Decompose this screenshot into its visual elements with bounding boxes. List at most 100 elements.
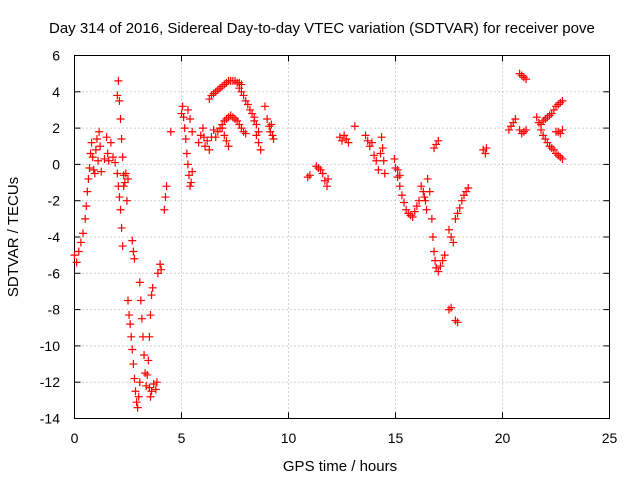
data-point <box>431 256 440 265</box>
y-tick-label: 0 <box>52 156 60 172</box>
data-point <box>235 84 244 93</box>
data-point <box>305 171 314 180</box>
data-point <box>231 115 239 124</box>
data-point <box>312 162 321 171</box>
data-point <box>543 138 552 147</box>
data-point <box>237 124 246 133</box>
data-point <box>268 131 277 140</box>
data-point <box>160 205 169 214</box>
data-point <box>124 296 132 305</box>
data-point <box>94 156 103 165</box>
data-point <box>445 305 453 314</box>
data-point <box>100 154 109 163</box>
data-point <box>335 133 344 142</box>
y-tick-label: 6 <box>52 48 60 64</box>
data-point <box>82 202 91 211</box>
data-point <box>440 251 449 260</box>
data-point <box>549 105 558 114</box>
y-tick-label: 2 <box>52 120 60 136</box>
data-point <box>365 142 374 151</box>
data-point <box>211 87 220 96</box>
data-point <box>144 356 153 365</box>
data-point <box>367 138 376 147</box>
y-tick-label: -8 <box>48 302 61 318</box>
data-point <box>537 120 546 129</box>
data-point <box>85 164 94 173</box>
data-point <box>152 378 161 387</box>
data-point <box>374 165 383 174</box>
data-point <box>203 136 212 145</box>
data-point <box>453 209 462 218</box>
data-point <box>118 153 127 162</box>
data-point <box>109 153 118 162</box>
data-point <box>72 258 81 267</box>
data-point <box>554 100 563 109</box>
data-point <box>517 71 526 80</box>
data-point <box>393 173 402 182</box>
data-point <box>135 278 144 287</box>
data-point <box>303 173 312 182</box>
data-point <box>511 115 520 124</box>
data-point <box>457 196 466 205</box>
chart-title: Day 314 of 2016, Sidereal Day-to-day VTE… <box>49 20 595 37</box>
data-point <box>116 205 125 214</box>
data-point <box>245 105 254 114</box>
data-point <box>129 247 138 256</box>
y-tick-label: 4 <box>52 84 60 100</box>
data-point <box>267 120 276 129</box>
data-point <box>177 109 186 118</box>
x-tick-label: 0 <box>71 430 79 446</box>
data-point <box>517 129 526 138</box>
data-point <box>90 169 99 178</box>
data-point <box>241 129 250 138</box>
data-point <box>183 105 192 114</box>
data-point <box>135 378 144 387</box>
data-point <box>391 164 400 173</box>
data-point <box>260 102 269 111</box>
data-point <box>318 169 327 178</box>
data-point <box>113 169 122 178</box>
data-point <box>205 145 214 154</box>
data-point <box>222 115 231 124</box>
data-point <box>265 122 274 131</box>
data-point <box>464 183 473 192</box>
y-tick-label: -4 <box>48 229 61 245</box>
data-point <box>213 127 222 136</box>
data-point <box>340 131 349 140</box>
y-tick-label: -12 <box>40 374 60 390</box>
data-point <box>235 120 244 129</box>
data-point <box>338 136 346 145</box>
gridlines <box>74 55 610 419</box>
data-point <box>119 171 128 180</box>
data-point <box>92 134 101 143</box>
data-point <box>147 387 156 396</box>
data-point <box>445 225 453 234</box>
data-point <box>194 138 203 147</box>
data-point <box>146 392 155 401</box>
x-tick-label: 20 <box>495 430 511 446</box>
data-point <box>141 369 150 378</box>
data-point <box>532 113 541 122</box>
data-point <box>430 247 439 256</box>
data-point <box>102 133 111 142</box>
data-point <box>121 169 130 178</box>
data-point <box>166 127 175 136</box>
data-point <box>103 149 112 158</box>
data-point <box>314 164 323 173</box>
data-point <box>213 85 222 94</box>
data-point <box>402 205 411 214</box>
data-point <box>243 100 252 109</box>
data-point <box>395 171 404 180</box>
data-point <box>226 111 235 120</box>
data-point <box>519 73 528 82</box>
data-point <box>211 133 220 142</box>
data-point <box>541 134 550 143</box>
axis-ticks <box>74 55 610 419</box>
data-point <box>515 69 524 78</box>
data-point <box>393 165 402 174</box>
data-point <box>74 247 83 256</box>
data-point <box>509 118 518 127</box>
x-tick-label: 25 <box>602 430 618 446</box>
data-point <box>133 403 142 412</box>
